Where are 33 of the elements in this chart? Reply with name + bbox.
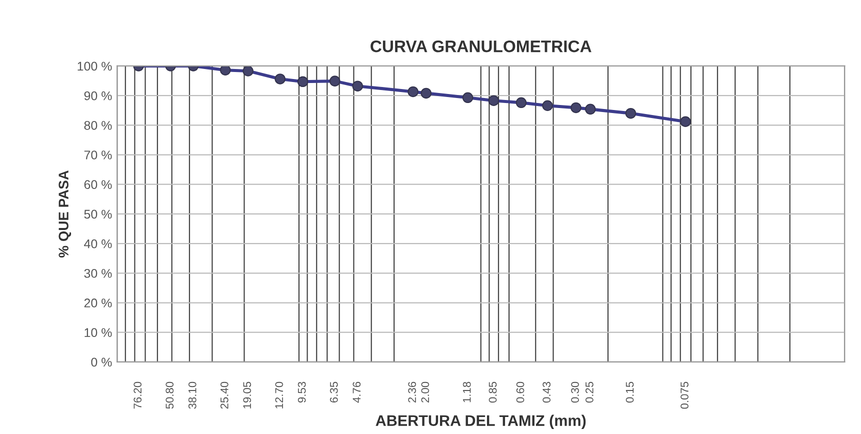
x-tick-label: 19.05 (243, 382, 252, 408)
x-tick-label: 2.36 (408, 382, 416, 402)
x-tick-label: 1.18 (462, 382, 471, 402)
x-tick-label: 38.10 (188, 382, 196, 409)
y-tick-label: 80 % (84, 120, 112, 130)
chart-title: CURVA GRANULOMETRICA (370, 40, 592, 52)
x-tick-label: 0.15 (626, 382, 634, 403)
y-tick-label: 20 % (84, 298, 112, 308)
y-tick-label: 10 % (84, 328, 112, 338)
x-tick-label: 0.075 (680, 382, 688, 409)
x-tick-label: 0.30 (571, 382, 579, 403)
x-tick-label: 0.60 (516, 382, 524, 403)
x-tick-label: 0.85 (488, 382, 497, 403)
y-tick-label: 0 % (91, 358, 112, 367)
y-tick-label: 30 % (84, 268, 112, 278)
y-tick-label: 60 % (84, 180, 112, 190)
x-tick-label: 9.53 (298, 382, 306, 403)
y-tick-label: 90 % (84, 91, 112, 100)
x-tick-label: 76.20 (134, 382, 142, 409)
x-tick-label: 6.35 (330, 382, 338, 402)
x-tick-label: 50.80 (166, 382, 174, 409)
x-tick-label: 4.76 (352, 382, 361, 403)
x-tick-label: 25.40 (220, 382, 228, 409)
x-axis-title: ABERTURA DEL TAMIZ (mm) (376, 414, 586, 429)
x-tick-label: 12.70 (275, 382, 284, 408)
y-tick-label: 50 % (84, 210, 112, 219)
y-axis-title: % QUE PASA (58, 170, 72, 258)
x-tick-label: 0.25 (585, 382, 594, 403)
y-tick-label: 70 % (84, 150, 112, 160)
y-tick-label: 40 % (84, 239, 112, 248)
x-tick-label: 0.43 (542, 382, 551, 403)
x-tick-label: 2.00 (421, 382, 430, 402)
y-tick-label: 100 % (78, 62, 112, 71)
